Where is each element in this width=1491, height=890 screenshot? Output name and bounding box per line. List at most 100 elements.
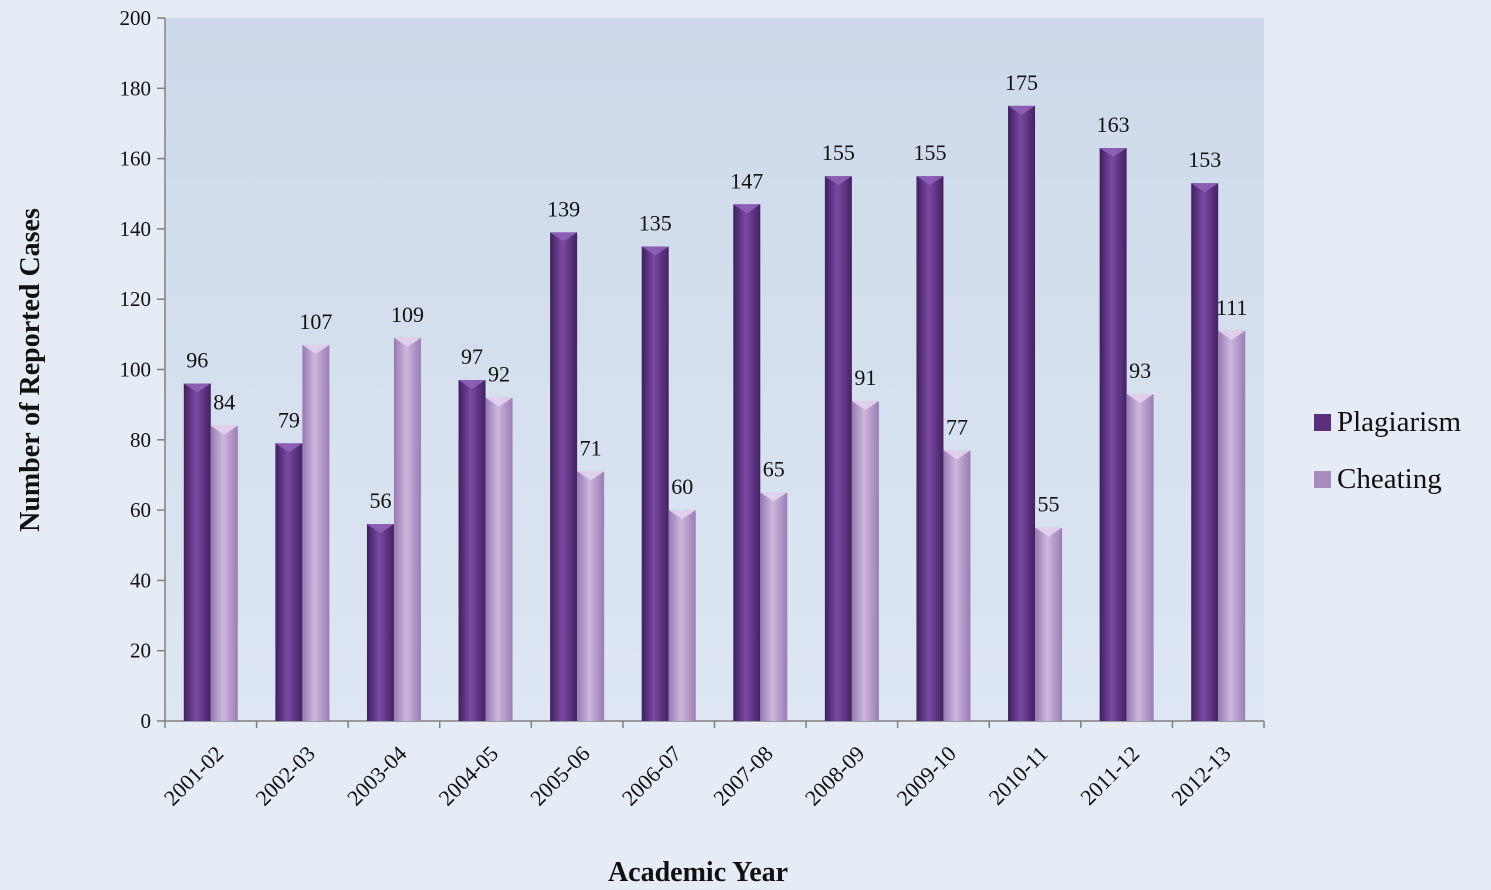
bar-cheating	[1035, 527, 1063, 721]
bar-cheating	[577, 471, 605, 721]
bar-cheating	[302, 344, 330, 721]
data-label-plagiarism: 163	[1097, 112, 1130, 137]
x-axis-title: Academic Year	[607, 857, 789, 888]
data-label-plagiarism: 175	[1005, 70, 1038, 95]
bar-cap-cheating	[943, 450, 971, 460]
bar-cap-plagiarism	[1099, 148, 1127, 158]
bar-cap-cheating	[1218, 330, 1246, 340]
legend: Plagiarism Cheating	[1314, 402, 1461, 516]
legend-swatch-plagiarism	[1314, 413, 1331, 431]
y-tick-label: 140	[120, 217, 152, 241]
plot-area	[165, 18, 1264, 721]
bar-plagiarism	[458, 380, 486, 721]
y-tick-label: 80	[130, 428, 151, 452]
data-label-cheating: 77	[946, 414, 968, 439]
data-label-plagiarism: 56	[369, 488, 391, 513]
y-tick-label: 180	[120, 76, 152, 100]
legend-item-plagiarism: Plagiarism	[1314, 402, 1461, 442]
x-tick-label: 2007-08	[708, 741, 778, 811]
bar-cap-cheating	[851, 401, 879, 411]
bar-cap-cheating	[577, 471, 605, 481]
bar-plagiarism	[641, 246, 669, 721]
bar-cheating	[943, 450, 971, 721]
data-label-cheating: 84	[213, 390, 235, 415]
bar-cap-plagiarism	[183, 383, 211, 393]
y-tick-label: 200	[120, 6, 152, 30]
data-label-cheating: 107	[299, 309, 332, 334]
bar-cap-plagiarism	[550, 232, 578, 242]
bar-cap-cheating	[1126, 394, 1154, 404]
bar-cap-cheating	[302, 344, 330, 354]
data-label-cheating: 111	[1216, 295, 1247, 320]
bar-cap-cheating	[393, 337, 421, 347]
x-tick-label: 2001-02	[159, 741, 229, 811]
y-tick-label: 40	[130, 568, 151, 592]
bar-cap-plagiarism	[916, 176, 944, 186]
y-tick-label: 0	[141, 709, 152, 733]
bar-cap-plagiarism	[366, 524, 394, 534]
y-tick-label: 20	[130, 639, 151, 663]
bar-plagiarism	[916, 176, 944, 722]
y-tick-label: 120	[120, 287, 152, 311]
bar-cap-cheating	[485, 397, 513, 407]
data-label-cheating: 109	[391, 302, 424, 327]
bar-cap-plagiarism	[275, 443, 303, 453]
data-label-cheating: 91	[854, 365, 876, 390]
bar-cheating	[210, 425, 238, 721]
data-label-plagiarism: 79	[278, 407, 300, 432]
data-label-cheating: 92	[488, 362, 510, 387]
x-tick-label: 2006-07	[617, 741, 687, 811]
bar-cap-plagiarism	[1191, 183, 1219, 193]
bar-cheating	[760, 492, 788, 721]
bar-plagiarism	[366, 524, 394, 721]
y-tick-label: 60	[130, 498, 151, 522]
data-label-plagiarism: 96	[186, 348, 208, 373]
x-tick-label: 2003-04	[342, 741, 412, 811]
bar-cap-plagiarism	[1008, 105, 1036, 115]
bar-cap-plagiarism	[641, 246, 669, 256]
x-tick-label: 2002-03	[250, 741, 320, 811]
bar-cap-plagiarism	[733, 204, 761, 214]
bar-plagiarism	[1191, 183, 1219, 721]
legend-swatch-cheating	[1314, 470, 1331, 488]
bar-cap-cheating	[1035, 527, 1063, 537]
data-label-plagiarism: 155	[822, 140, 855, 165]
x-tick-label: 2010-11	[984, 741, 1053, 810]
bar-cheating	[1126, 394, 1154, 721]
data-label-plagiarism: 97	[461, 344, 483, 369]
bar-cheating	[851, 401, 879, 721]
data-label-plagiarism: 153	[1188, 147, 1221, 172]
bar-plagiarism	[275, 443, 303, 721]
bar-cap-plagiarism	[458, 380, 486, 390]
data-label-plagiarism: 135	[639, 210, 672, 235]
data-label-cheating: 65	[763, 457, 785, 482]
data-label-plagiarism: 147	[730, 168, 763, 193]
x-tick-label: 2004-05	[434, 741, 504, 811]
bar-plagiarism	[1099, 148, 1127, 721]
bar-cap-cheating	[760, 492, 788, 502]
data-label-cheating: 55	[1038, 492, 1060, 517]
bar-plagiarism	[183, 383, 211, 721]
data-label-cheating: 93	[1129, 358, 1151, 383]
x-tick-label: 2011-12	[1075, 741, 1144, 810]
bar-plagiarism	[1008, 105, 1036, 721]
y-tick-label: 160	[120, 147, 152, 171]
data-label-plagiarism: 155	[913, 140, 946, 165]
bar-plagiarism	[824, 176, 852, 722]
bar-cheating	[668, 510, 696, 721]
data-label-plagiarism: 139	[547, 196, 580, 221]
bar-cap-cheating	[210, 425, 238, 435]
bar-plagiarism	[733, 204, 761, 722]
bar-cheating	[1218, 330, 1246, 721]
bar-cheating	[393, 337, 421, 721]
data-label-cheating: 60	[671, 474, 693, 499]
x-tick-label: 2009-10	[891, 741, 961, 811]
y-tick-label: 100	[120, 358, 152, 382]
x-tick-label: 2008-09	[800, 741, 870, 811]
legend-label-plagiarism: Plagiarism	[1337, 405, 1462, 438]
bar-cap-plagiarism	[824, 176, 852, 186]
y-axis-title: Number of Reported Cases	[15, 208, 46, 532]
bar-cap-cheating	[668, 510, 696, 520]
bar-plagiarism	[550, 232, 578, 722]
